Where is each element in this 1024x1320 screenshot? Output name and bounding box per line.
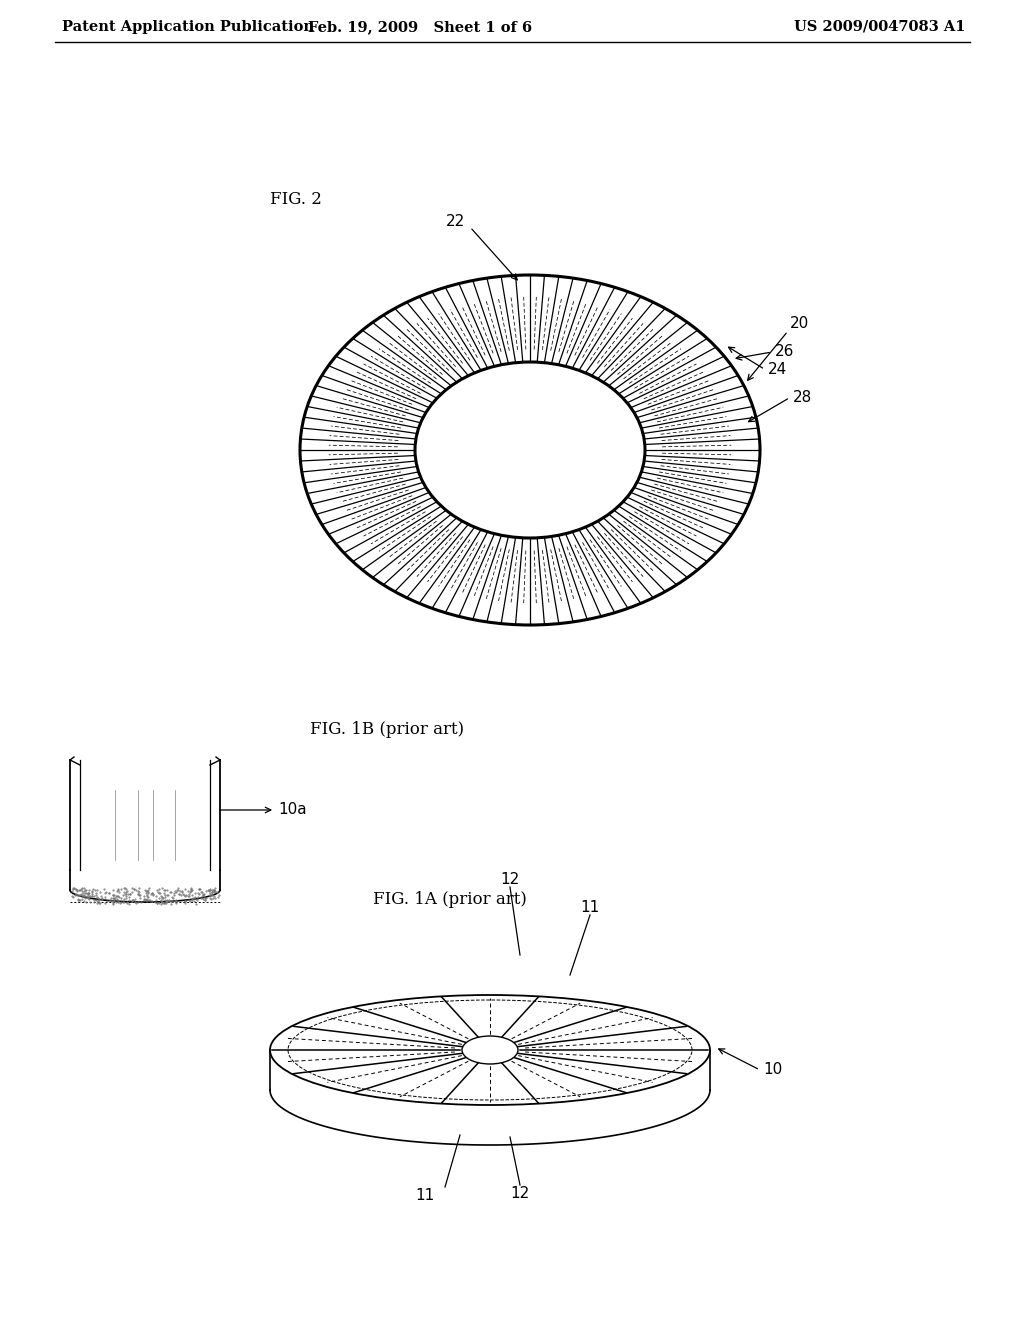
Ellipse shape (270, 995, 710, 1105)
Text: 24: 24 (768, 362, 787, 378)
Text: 28: 28 (793, 389, 812, 405)
Text: FIG. 1A (prior art): FIG. 1A (prior art) (373, 891, 527, 908)
Text: 26: 26 (775, 345, 795, 359)
Text: 12: 12 (501, 873, 519, 887)
Text: 11: 11 (416, 1188, 434, 1203)
Text: 22: 22 (445, 214, 465, 230)
Text: US 2009/0047083 A1: US 2009/0047083 A1 (795, 20, 966, 34)
Text: 11: 11 (581, 899, 600, 915)
Text: 10a: 10a (278, 803, 306, 817)
Text: Patent Application Publication: Patent Application Publication (62, 20, 314, 34)
Text: FIG. 1B (prior art): FIG. 1B (prior art) (310, 722, 464, 738)
Text: FIG. 2: FIG. 2 (270, 191, 322, 209)
Ellipse shape (462, 1036, 518, 1064)
Text: 10: 10 (763, 1063, 782, 1077)
Text: Feb. 19, 2009   Sheet 1 of 6: Feb. 19, 2009 Sheet 1 of 6 (308, 20, 532, 34)
Text: 12: 12 (510, 1185, 529, 1200)
Ellipse shape (415, 362, 645, 539)
Polygon shape (300, 275, 760, 624)
Text: 20: 20 (790, 317, 809, 331)
